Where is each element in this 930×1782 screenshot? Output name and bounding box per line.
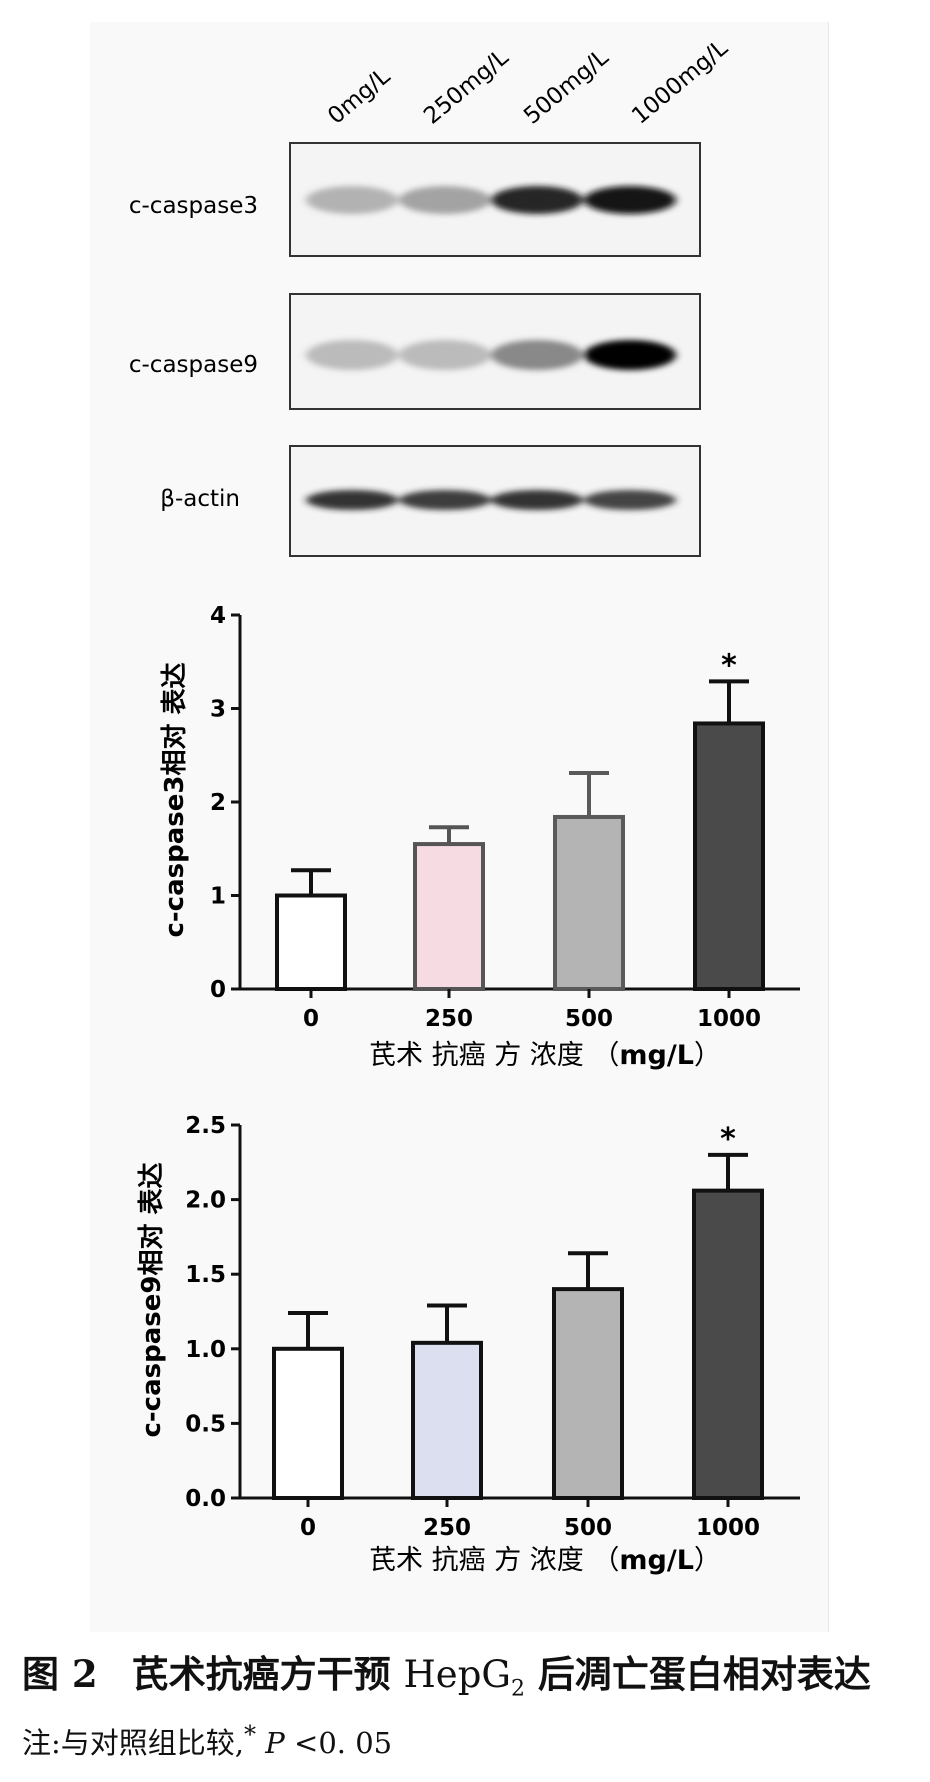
blot-band <box>399 490 491 510</box>
figure-svg: 0mg/L 250mg/L 500mg/L 1000mg/L c-caspase… <box>129 35 800 1576</box>
bar <box>272 1346 344 1501</box>
blot-row-label-caspase9: c-caspase9 <box>129 352 258 378</box>
blot-band <box>399 340 491 370</box>
blot-band <box>584 490 676 510</box>
lane-label: 0mg/L <box>323 63 395 129</box>
bar <box>275 893 347 991</box>
figure-note: 注:与对照组比较,* P <0. 05 <box>22 1720 392 1762</box>
y-tick-label: 2 <box>210 790 226 816</box>
blot-lane-labels: 0mg/L 250mg/L 500mg/L 1000mg/L <box>323 35 733 130</box>
bar <box>693 721 765 992</box>
chart1-xlabel-cn: 芪术 抗癌 方 浓度 （ <box>369 1040 619 1071</box>
blot-band <box>584 340 676 370</box>
bar <box>553 814 625 992</box>
y-tick-label: 3 <box>210 697 226 723</box>
caption-fig-number: 图 2 <box>22 1652 98 1696</box>
blot-row-label-caspase3: c-caspase3 <box>129 193 258 219</box>
blot-band <box>491 490 583 510</box>
y-tick-label: 1 <box>210 884 226 910</box>
caption-title-b: 后凋亡蛋白相对表达 <box>537 1652 871 1696</box>
blot-band <box>584 186 676 214</box>
lane-label: 1000mg/L <box>627 35 733 130</box>
blot-band <box>491 340 583 370</box>
blot-band <box>399 186 491 214</box>
figure-caption: 图 2 芪术抗癌方干预 HepG2 后凋亡蛋白相对表达 <box>22 1644 922 1701</box>
caption-title-a: 芪术抗癌方干预 <box>131 1652 391 1696</box>
bar <box>552 1287 624 1500</box>
x-tick-label: 500 <box>565 1006 613 1032</box>
blot-bands <box>306 186 676 510</box>
y-tick-label: 0.5 <box>185 1411 226 1437</box>
note-rest: <0. 05 <box>294 1726 393 1760</box>
x-tick-label: 250 <box>425 1006 473 1032</box>
blot-band <box>306 186 398 214</box>
chart2-ylabel: c-caspase9相对 表达 <box>137 1162 167 1437</box>
significance-marker: * <box>720 1122 736 1157</box>
blot-row-label-actin: β-actin <box>160 486 240 512</box>
y-tick-label: 4 <box>210 603 226 629</box>
significance-marker: * <box>721 648 737 683</box>
bar <box>413 842 485 992</box>
chart2-xlabel-close: ） <box>694 1545 721 1576</box>
chart-c-caspase9: c-caspase9相对 表达 芪术 抗癌 方 浓度 （mg/L） 0.0 0.5… <box>137 1113 800 1576</box>
bar <box>411 1340 483 1501</box>
blot-band <box>306 490 398 510</box>
note-p: P <box>265 1726 285 1760</box>
x-tick-label: 0 <box>303 1006 319 1032</box>
chart2-xlabel-cn: 芪术 抗癌 方 浓度 （ <box>369 1545 619 1576</box>
y-tick-label: 2.5 <box>185 1113 226 1139</box>
chart1-xlabel: 芪术 抗癌 方 浓度 （mg/L） <box>369 1040 721 1071</box>
chart2-xlabel: 芪术 抗癌 方 浓度 （mg/L） <box>369 1545 721 1576</box>
note-star: * <box>244 1720 257 1749</box>
chart1-xlabel-close: ） <box>694 1040 721 1071</box>
y-tick-label: 2.0 <box>185 1188 226 1214</box>
blot-band <box>306 340 398 370</box>
bar <box>692 1188 764 1500</box>
lane-label: 250mg/L <box>419 44 514 129</box>
chart1-xlabel-unit: mg/L <box>619 1040 694 1071</box>
x-tick-label: 500 <box>564 1515 612 1541</box>
lane-label: 500mg/L <box>519 44 614 129</box>
chart1-ylabel: c-caspase3相对 表达 <box>160 662 190 937</box>
y-tick-label: 0 <box>210 977 226 1003</box>
y-tick-label: 1.5 <box>185 1262 226 1288</box>
x-tick-label: 250 <box>423 1515 471 1541</box>
caption-hepg: HepG <box>403 1653 511 1696</box>
blot-band <box>491 186 583 214</box>
x-tick-label: 1000 <box>697 1006 761 1032</box>
y-tick-label: 0.0 <box>185 1486 226 1512</box>
note-prefix: 注:与对照组比较, <box>22 1726 244 1760</box>
chart2-xlabel-unit: mg/L <box>619 1545 694 1576</box>
x-tick-label: 0 <box>300 1515 316 1541</box>
chart-c-caspase3: c-caspase3相对 表达 芪术 抗癌 方 浓度 （mg/L） 0 1 2 3 4 0… <box>160 603 800 1071</box>
caption-hepg-sub: 2 <box>510 1676 525 1702</box>
y-tick-label: 1.0 <box>185 1337 226 1363</box>
x-tick-label: 1000 <box>696 1515 760 1541</box>
